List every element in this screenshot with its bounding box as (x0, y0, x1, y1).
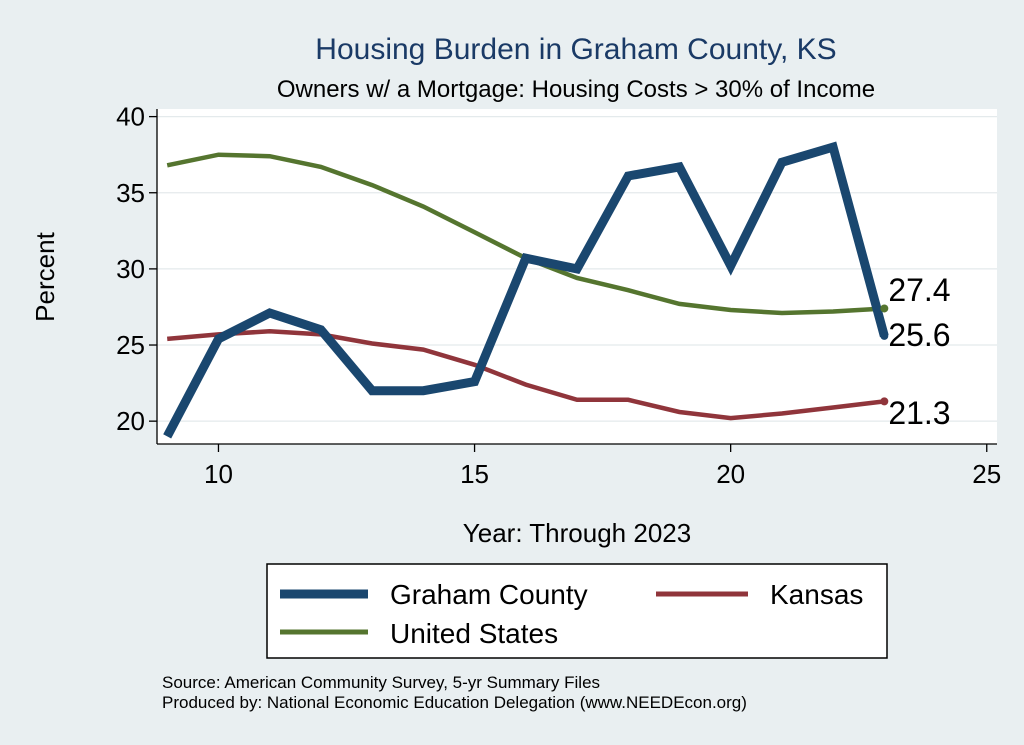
series-line-graham-county (163, 141, 889, 439)
end-label-united-states: 27.4 (888, 272, 950, 308)
series-line-kansas (167, 329, 885, 421)
chart-title: Housing Burden in Graham County, KS (315, 33, 836, 66)
y-tick-label: 40 (116, 102, 145, 132)
y-tick-label: 25 (116, 330, 145, 360)
x-tick-label: 20 (716, 459, 745, 489)
series-lines (163, 141, 889, 439)
x-tick-label: 15 (460, 459, 489, 489)
y-tick-label: 20 (116, 406, 145, 436)
end-marker-kansas (880, 397, 889, 406)
legend: Graham County Kansas United States (280, 579, 863, 649)
end-label-kansas: 21.3 (888, 395, 950, 431)
y-tick-label: 30 (116, 254, 145, 284)
end-label-graham-county: 25.6 (888, 317, 950, 353)
source-note: Source: American Community Survey, 5-yr … (162, 673, 600, 692)
chart-subtitle: Owners w/ a Mortgage: Housing Costs > 30… (277, 76, 875, 103)
legend-label-kansas: Kansas (770, 579, 863, 610)
x-axis-label: Year: Through 2023 (463, 518, 691, 548)
axes: 20 25 30 35 40 10 15 20 25 (116, 102, 1001, 489)
end-marker-graham-county (880, 331, 889, 340)
end-labels: 25.6 21.3 27.4 (880, 272, 951, 431)
x-tick-label: 25 (972, 459, 1001, 489)
end-marker-united-states (880, 304, 889, 313)
y-axis-label: Percent (30, 231, 60, 321)
legend-label-united-states: United States (390, 618, 558, 649)
y-tick-label: 35 (116, 178, 145, 208)
producer-note: Produced by: National Economic Education… (162, 693, 747, 712)
x-tick-label: 10 (204, 459, 233, 489)
legend-box (266, 563, 888, 659)
legend-label-graham-county: Graham County (390, 579, 588, 610)
